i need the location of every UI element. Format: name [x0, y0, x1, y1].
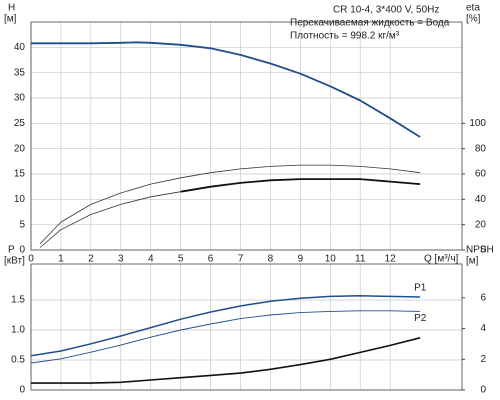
- y2-tick-label: 0: [480, 385, 486, 396]
- y-tick-label: 40: [14, 42, 26, 53]
- y-axis-label: P: [8, 245, 15, 256]
- series-line: [30, 310, 421, 364]
- y2-tick-label: 40: [475, 194, 487, 205]
- series-line: [31, 337, 421, 384]
- x-axis-label: Q [м³/ч]: [424, 254, 459, 265]
- y-tick-label: 0.5: [11, 355, 25, 366]
- x-tick-label: 5: [178, 254, 184, 265]
- series-line: [30, 295, 421, 357]
- annotation: CR 10-4, 3*400 V, 50Hz: [333, 5, 439, 16]
- y2-tick-label: 4: [480, 323, 486, 334]
- y-tick-label: 0: [19, 385, 25, 396]
- plot-frame: [30, 263, 463, 391]
- y-tick-label: 5: [19, 219, 25, 230]
- y2-axis-label: NPSH: [466, 245, 494, 256]
- x-tick-label: 9: [298, 254, 304, 265]
- x-tick-label: 10: [325, 254, 337, 265]
- annotation: Плотность = 998.2 кг/м³: [290, 31, 400, 42]
- y-tick-label: 0: [19, 245, 25, 256]
- x-tick-label: 7: [238, 254, 244, 265]
- x-tick-label: 6: [208, 254, 214, 265]
- x-tick-label: 1: [58, 254, 64, 265]
- y2-axis-unit: [%]: [466, 14, 481, 25]
- y2-tick-label: 60: [475, 169, 487, 180]
- annotation: Перекачиваемая жидкость = Вода: [290, 18, 450, 29]
- y2-tick-label: 20: [475, 219, 487, 230]
- y-tick-label: 10: [14, 194, 26, 205]
- y2-tick-label: 100: [469, 118, 486, 129]
- series-line: [180, 178, 421, 193]
- y-tick-label: 30: [14, 93, 26, 104]
- y2-tick-label: 2: [480, 354, 486, 365]
- x-tick-label: 11: [355, 254, 366, 265]
- y2-tick-label: 80: [475, 143, 487, 154]
- plot-frame: [30, 21, 463, 251]
- x-tick-label: 2: [88, 254, 94, 265]
- series-line: [39, 191, 181, 248]
- series-label: P2: [414, 313, 427, 324]
- x-tick-label: 8: [268, 254, 274, 265]
- series-line: [39, 164, 421, 245]
- y-axis-unit: [м]: [4, 14, 17, 25]
- y2-tick-label: 6: [480, 292, 486, 303]
- y-tick-label: 20: [14, 143, 26, 154]
- y-axis-label: H: [8, 3, 15, 14]
- x-tick-label: 4: [148, 254, 154, 265]
- y2-axis-unit: [м]: [466, 256, 479, 267]
- y2-tick-label: 0: [480, 245, 486, 256]
- series-label: P1: [414, 283, 427, 294]
- series-line: [31, 41, 421, 138]
- x-tick-label: 0: [28, 254, 34, 265]
- y-axis-unit: [кВт]: [4, 256, 25, 267]
- y-tick-label: 1.0: [11, 325, 25, 336]
- y-tick-label: 35: [14, 67, 26, 78]
- x-tick-label: 3: [118, 254, 124, 265]
- y-tick-label: 25: [14, 118, 26, 129]
- y2-axis-label: eta: [466, 3, 480, 14]
- y-tick-label: 15: [14, 169, 26, 180]
- y-tick-label: 1.5: [11, 295, 25, 306]
- x-tick-label: 12: [385, 254, 397, 265]
